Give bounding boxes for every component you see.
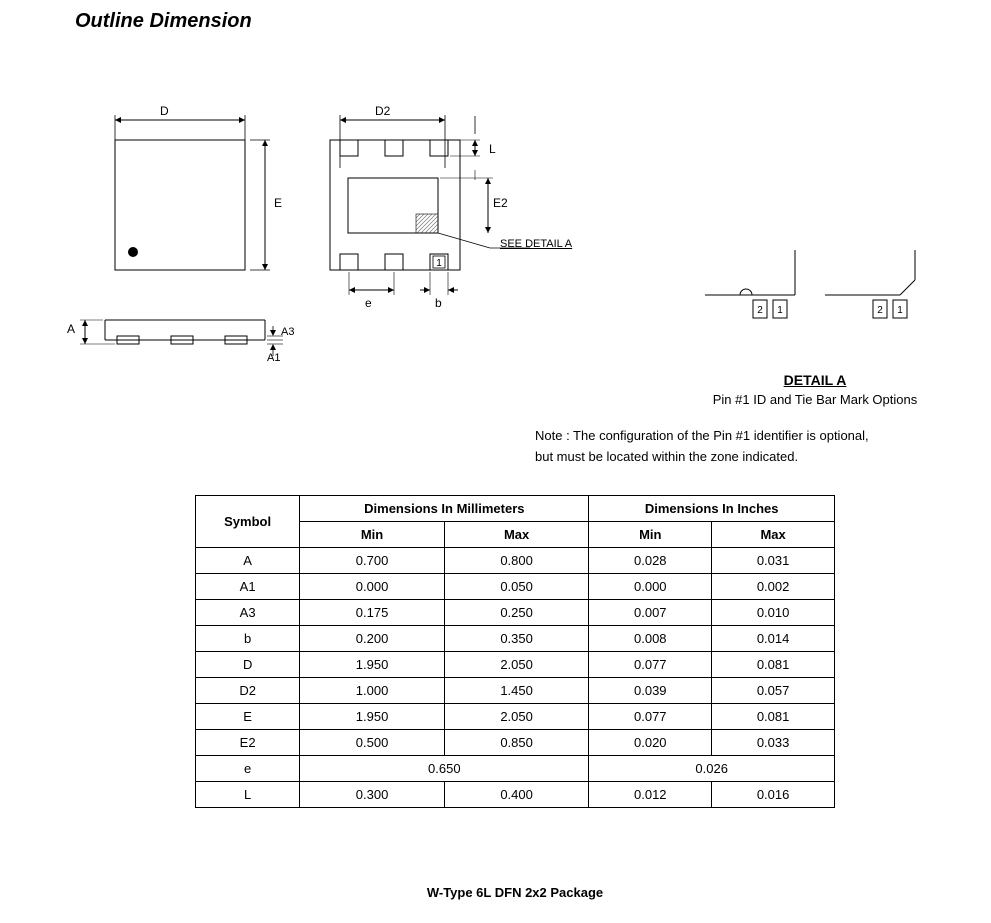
- th-mm-max: Max: [444, 522, 589, 548]
- cell-mm-max: 2.050: [444, 652, 589, 678]
- cell-symbol: A1: [196, 574, 300, 600]
- note-line2: but must be located within the zone indi…: [535, 447, 991, 468]
- svg-text:2: 2: [757, 305, 763, 316]
- table-row: A30.1750.2500.0070.010: [196, 600, 835, 626]
- dimension-table-wrap: Symbol Dimensions In Millimeters Dimensi…: [195, 495, 835, 808]
- cell-mm-min: 0.300: [300, 782, 445, 808]
- th-in-max: Max: [712, 522, 835, 548]
- cell-in-max: 0.081: [712, 652, 835, 678]
- table-row: A10.0000.0500.0000.002: [196, 574, 835, 600]
- label-e: e: [365, 296, 372, 310]
- table-row: E20.5000.8500.0200.033: [196, 730, 835, 756]
- cell-in-max: 0.057: [712, 678, 835, 704]
- cell-in-max: 0.010: [712, 600, 835, 626]
- th-symbol: Symbol: [196, 496, 300, 548]
- note-block: Note : The configuration of the Pin #1 i…: [535, 426, 991, 468]
- cell-symbol: D: [196, 652, 300, 678]
- cell-mm-max: 0.400: [444, 782, 589, 808]
- svg-text:2: 2: [877, 305, 883, 316]
- label-D: D: [160, 104, 169, 118]
- svg-text:1: 1: [777, 305, 783, 316]
- cell-mm-max: 0.800: [444, 548, 589, 574]
- page-heading: Outline Dimension: [75, 10, 252, 33]
- label-A3: A3: [281, 326, 294, 338]
- cell-mm-min: 1.000: [300, 678, 445, 704]
- top-view: [85, 110, 285, 310]
- detail-title: DETAIL A: [695, 372, 935, 388]
- cell-in-min: 0.007: [589, 600, 712, 626]
- cell-mm-min: 0.175: [300, 600, 445, 626]
- detail-a-views: 2 1 2 1: [695, 240, 935, 330]
- cell-in-min: 0.077: [589, 704, 712, 730]
- cell-mm-span: 0.650: [300, 756, 589, 782]
- cell-mm-min: 0.000: [300, 574, 445, 600]
- label-b: b: [435, 296, 442, 310]
- cell-mm-min: 1.950: [300, 704, 445, 730]
- label-D2: D2: [375, 104, 390, 118]
- svg-text:1: 1: [897, 305, 903, 316]
- th-in: Dimensions In Inches: [589, 496, 835, 522]
- label-E: E: [274, 196, 282, 210]
- cell-in-max: 0.016: [712, 782, 835, 808]
- cell-in-max: 0.014: [712, 626, 835, 652]
- detail-subtitle: Pin #1 ID and Tie Bar Mark Options: [695, 392, 935, 407]
- svg-text:1: 1: [436, 258, 442, 269]
- cell-in-max: 0.031: [712, 548, 835, 574]
- cell-mm-min: 1.950: [300, 652, 445, 678]
- detail-block: DETAIL A Pin #1 ID and Tie Bar Mark Opti…: [695, 372, 935, 407]
- label-see-detail: SEE DETAIL A: [500, 238, 572, 250]
- table-row: L0.3000.4000.0120.016: [196, 782, 835, 808]
- cell-in-span: 0.026: [589, 756, 835, 782]
- cell-in-max: 0.081: [712, 704, 835, 730]
- cell-symbol: A3: [196, 600, 300, 626]
- th-in-min: Min: [589, 522, 712, 548]
- table-row: E1.9502.0500.0770.081: [196, 704, 835, 730]
- cell-in-min: 0.008: [589, 626, 712, 652]
- label-L: L: [489, 142, 496, 156]
- cell-mm-min: 0.700: [300, 548, 445, 574]
- cell-in-min: 0.028: [589, 548, 712, 574]
- cell-symbol: L: [196, 782, 300, 808]
- cell-in-max: 0.002: [712, 574, 835, 600]
- cell-symbol: A: [196, 548, 300, 574]
- side-view: [75, 300, 295, 370]
- cell-in-min: 0.000: [589, 574, 712, 600]
- cell-mm-min: 0.200: [300, 626, 445, 652]
- cell-mm-max: 2.050: [444, 704, 589, 730]
- table-row: e0.6500.026: [196, 756, 835, 782]
- cell-mm-max: 1.450: [444, 678, 589, 704]
- cell-mm-min: 0.500: [300, 730, 445, 756]
- table-row: D1.9502.0500.0770.081: [196, 652, 835, 678]
- table-row: D21.0001.4500.0390.057: [196, 678, 835, 704]
- cell-in-min: 0.077: [589, 652, 712, 678]
- cell-mm-max: 0.050: [444, 574, 589, 600]
- cell-in-max: 0.033: [712, 730, 835, 756]
- table-row: A0.7000.8000.0280.031: [196, 548, 835, 574]
- label-A: A: [67, 322, 75, 336]
- label-E2: E2: [493, 196, 508, 210]
- label-A1: A1: [267, 352, 280, 364]
- table-row: b0.2000.3500.0080.014: [196, 626, 835, 652]
- cell-in-min: 0.020: [589, 730, 712, 756]
- cell-mm-max: 0.250: [444, 600, 589, 626]
- th-mm-min: Min: [300, 522, 445, 548]
- cell-in-min: 0.012: [589, 782, 712, 808]
- cell-symbol: b: [196, 626, 300, 652]
- dimension-table: Symbol Dimensions In Millimeters Dimensi…: [195, 495, 835, 808]
- cell-symbol: D2: [196, 678, 300, 704]
- table-caption: W-Type 6L DFN 2x2 Package: [195, 885, 835, 900]
- cell-mm-max: 0.350: [444, 626, 589, 652]
- cell-symbol: E2: [196, 730, 300, 756]
- note-line1: Note : The configuration of the Pin #1 i…: [535, 426, 991, 447]
- cell-mm-max: 0.850: [444, 730, 589, 756]
- dimension-tbody: A0.7000.8000.0280.031A10.0000.0500.0000.…: [196, 548, 835, 808]
- outline-diagram: D E 1: [55, 90, 925, 450]
- th-mm: Dimensions In Millimeters: [300, 496, 589, 522]
- cell-symbol: e: [196, 756, 300, 782]
- cell-in-min: 0.039: [589, 678, 712, 704]
- cell-symbol: E: [196, 704, 300, 730]
